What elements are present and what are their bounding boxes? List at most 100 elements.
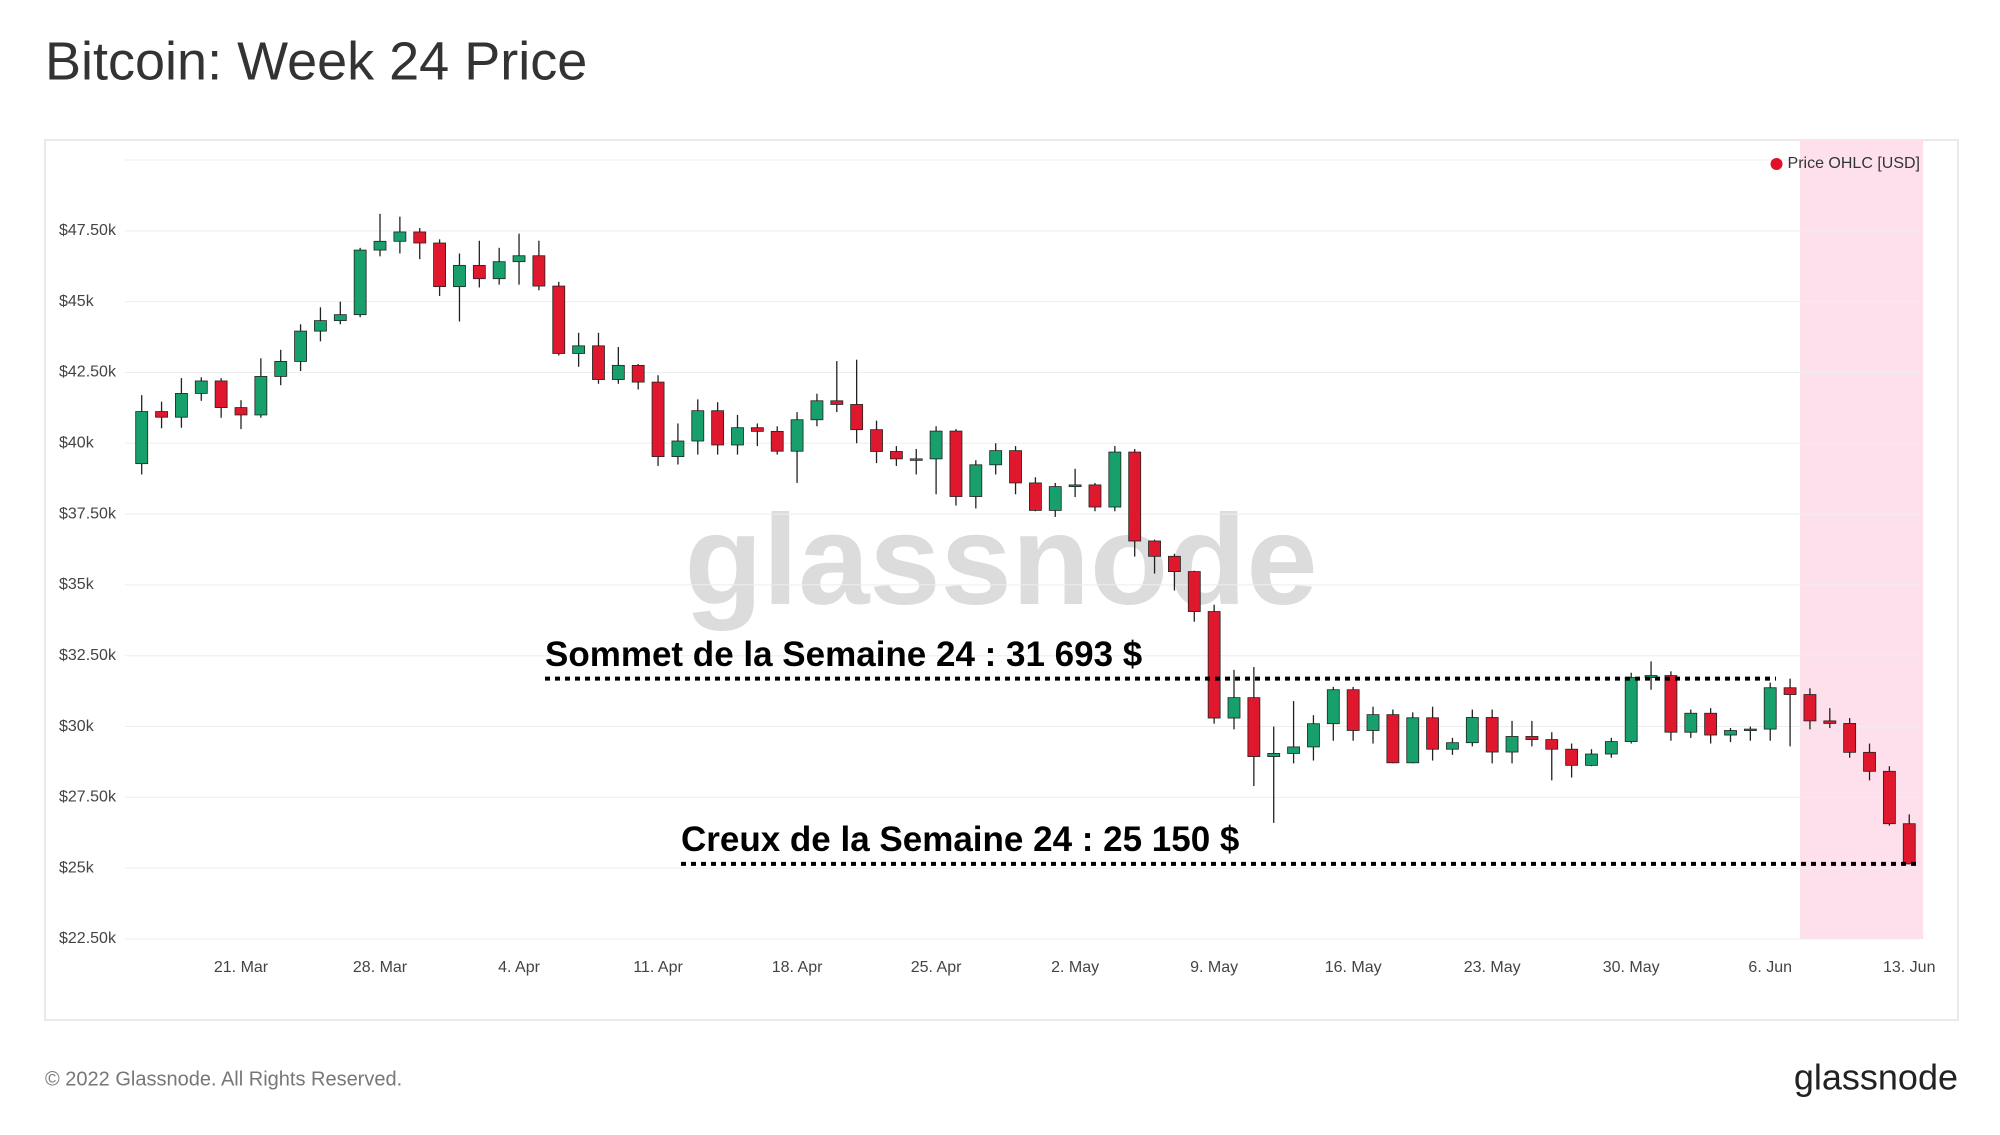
x-tick-label: 11. Apr [633,959,683,976]
candle-body [611,364,625,380]
candle-body [631,364,645,383]
watermark: glassnode [684,489,1317,632]
candle-body [850,404,864,431]
candle-body [1426,717,1439,750]
candle-body [155,411,168,418]
candle-body [1545,739,1559,750]
candle-body [790,419,804,452]
candle-body [433,242,447,288]
candle-body [135,411,149,465]
candle-body [1227,697,1241,719]
candle-body [214,380,228,408]
candle-body [1585,753,1598,766]
candle-body [1624,677,1638,742]
candle-body [1287,746,1300,754]
candle-body [750,427,764,432]
y-tick-label: $45k [59,293,95,310]
candle-body [1902,823,1916,865]
x-tick-label: 25. Apr [911,959,962,976]
candle-body [1743,728,1757,731]
annotation-label: Creux de la Semaine 24 : 25 150 $ [681,820,1239,859]
candle-body [572,345,586,354]
candle-body [1604,741,1618,755]
candle-body [1029,482,1042,511]
candle-body [1346,689,1360,731]
candle-body [711,410,725,446]
candle-body [393,231,407,242]
y-tick-label: $32.50k [59,647,117,664]
candle-body [691,410,705,442]
candle-body [1048,486,1062,511]
candle-body [1247,697,1261,757]
candle-body [234,407,248,416]
legend-swatch [1770,158,1783,170]
candle-body [1783,687,1797,695]
y-tick-label: $40k [59,434,95,451]
candle-body [1108,451,1122,508]
candle-body [1386,714,1400,764]
candle-body [1525,736,1539,740]
candle-body [274,361,288,377]
candle-body [1366,714,1380,731]
candle-body [1763,687,1777,730]
y-tick-label: $42.50k [59,364,117,381]
candle-body [929,430,943,460]
candle-body [552,285,566,354]
candle-body [472,264,486,280]
candle-body [492,261,506,280]
x-tick-label: 18. Apr [772,959,823,976]
y-tick-label: $30k [59,718,95,735]
candle-body [1664,675,1678,733]
x-tick-label: 2. May [1051,959,1099,976]
candle-body [1068,484,1082,488]
x-tick-label: 4. Apr [498,959,540,976]
candle-body [1843,723,1857,753]
candle-body [1644,675,1658,678]
candle-body [1803,694,1817,722]
candle-body [1446,742,1459,750]
y-tick-label: $25k [59,859,95,876]
candle-body [373,240,387,251]
candle-body [1267,753,1281,757]
candle-body [592,345,605,380]
candle-body [1406,717,1420,764]
candle-body [1823,720,1837,724]
candle-body [353,249,367,316]
copyright: © 2022 Glassnode. All Rights Reserved. [45,1068,402,1090]
x-tick-label: 16. May [1325,959,1382,976]
chart-frame [44,139,1959,1021]
candle-body [1128,451,1142,542]
candle-body [413,231,427,244]
candle-body [1704,712,1718,736]
candle-body [1724,730,1737,736]
candle-body [1565,748,1579,766]
x-tick-label: 28. Mar [353,959,408,976]
candle-body [194,380,208,394]
y-tick-label: $22.50k [59,930,117,947]
candle-body [254,376,268,416]
candle-body [1485,717,1499,753]
x-tick-label: 6. Jun [1748,959,1792,976]
chart-title: Bitcoin: Week 24 Price [45,31,587,91]
legend-label: Price OHLC [USD] [1788,155,1920,172]
annotation-label: Sommet de la Semaine 24 : 31 693 $ [545,635,1142,674]
y-tick-label: $35k [59,576,95,593]
candle-body [1307,723,1320,748]
candle-body [810,400,824,421]
candle-body [512,255,526,263]
candle-body [1207,611,1221,719]
candle-body [731,427,744,446]
candle-body [453,264,466,288]
candle-body [1148,540,1161,557]
candle-body [1187,571,1201,612]
candle-body [969,464,983,497]
candle-body [314,320,327,332]
candle-body [889,451,903,460]
candle-body [949,430,963,497]
week-highlight [1800,140,1924,939]
x-tick-label: 21. Mar [214,959,269,976]
candle-body [870,429,883,452]
candle-body [1009,450,1022,484]
